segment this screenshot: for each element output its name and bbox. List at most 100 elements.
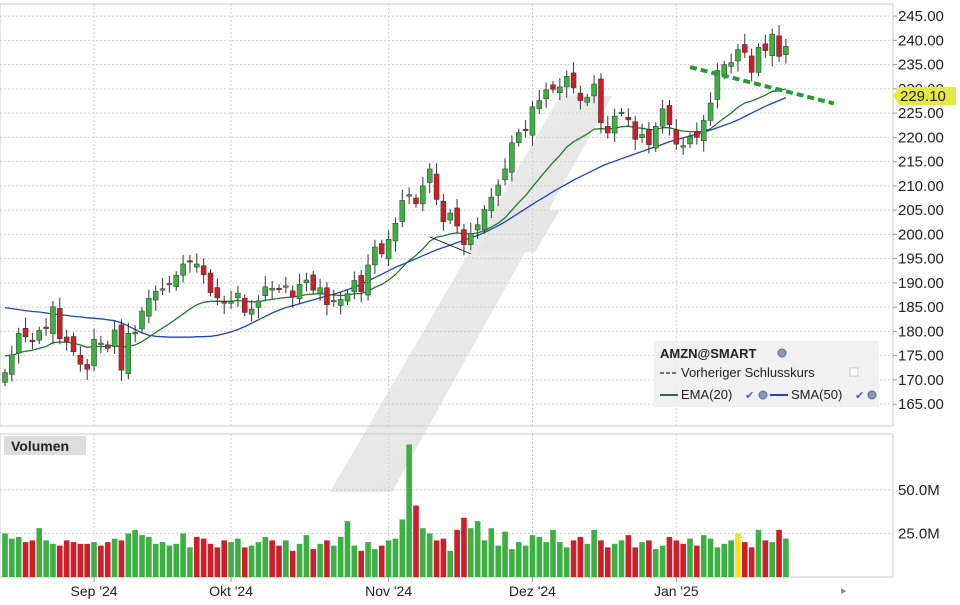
volume-bar [43,540,49,577]
volume-bar [132,529,138,577]
price-tick-label: 235.00 [898,57,944,74]
ema-check-icon[interactable]: ✔ [745,390,754,402]
volume-bar [269,540,275,577]
volume-bar [563,547,570,577]
candle [180,255,186,283]
candle [337,292,344,315]
volume-bar [522,545,529,577]
candle-body [118,324,125,371]
volume-bar [70,542,77,577]
volume-title: Volumen [4,436,86,455]
candle [474,217,481,240]
scroll-right-icon[interactable]: ▸ [841,585,847,597]
candle [310,271,316,295]
candle-body [152,290,159,301]
volume-bar [707,538,714,577]
price-tick-label: 225.00 [898,105,944,122]
candle-body [632,121,638,140]
candle-body [570,72,577,89]
candle-body [262,286,269,297]
settings-icon[interactable] [777,348,787,358]
volume-bar [413,505,419,577]
volume-bar [591,529,597,577]
prev-close-checkbox[interactable] [849,367,859,377]
candle-body [776,35,782,57]
candle-body [591,83,597,97]
candle [379,239,385,258]
volume-bar [714,547,721,577]
candle [420,176,426,212]
candle-body [440,200,447,223]
volume-bar [385,540,392,577]
candle-body [111,329,118,347]
volume-bar [502,531,508,577]
legend-symbol: AMZN@SMART [660,346,756,361]
legend-prev-close: Vorheriger Schlusskurs [681,365,815,380]
candle-body [255,300,262,308]
volume-bar [769,542,775,577]
volume-bar [194,536,200,577]
volume-bar [639,542,645,577]
price-tick-label: 245.00 [898,8,944,25]
candle-body [132,332,138,335]
candle [536,89,543,115]
volume-bar [646,540,652,577]
candle-body [173,274,179,288]
volume-panel-frame [0,433,894,578]
watermark-logo [330,96,612,492]
volume-bar [577,536,584,577]
volume-bar [762,540,769,577]
candle [242,294,248,317]
candle-body [310,274,316,291]
volume-bar [180,533,186,577]
volume-bar [296,543,303,577]
date-tick-label: Okt '24 [209,583,253,599]
candle [351,271,358,300]
sma50-series [4,97,787,338]
price-tick-label: 180.00 [898,323,944,340]
candle-body [728,62,734,67]
legend-sma: SMA(50) [791,387,842,402]
breakout-line [429,236,471,255]
candle-body [36,330,42,341]
volume-bar [598,540,604,577]
candle [735,44,741,72]
volume-bar [152,543,159,577]
candle-body [481,208,488,231]
candle [132,325,138,343]
candle [15,327,22,364]
candle-body [228,301,234,304]
candle-body [385,239,392,260]
volume-bar [98,545,104,577]
candle [194,253,200,273]
price-tick-label: 175.00 [898,348,944,365]
sma-check-icon[interactable]: ✔ [855,390,864,402]
candle [783,38,789,64]
candle [77,346,84,372]
candle-body [372,246,378,266]
volume-bar [687,538,693,577]
volume-bar [9,538,15,577]
candle [680,138,686,155]
volume-bar [344,521,351,577]
volume-bar [248,545,255,577]
ema-settings-icon[interactable] [758,390,768,400]
candle [358,269,364,303]
volume-bar [2,533,8,577]
volume-bar [755,529,762,577]
volume-bar [372,549,378,577]
candle [324,282,330,316]
candle-body [598,78,604,124]
volume-bar [235,538,241,577]
candle-body [399,200,406,222]
volume-bar [454,529,460,577]
sma-settings-icon[interactable] [867,390,877,400]
candle [714,63,721,109]
candle [762,34,769,58]
volume-bar [509,549,515,577]
candle [776,25,782,62]
candle-body [529,106,536,136]
grid [0,4,893,577]
